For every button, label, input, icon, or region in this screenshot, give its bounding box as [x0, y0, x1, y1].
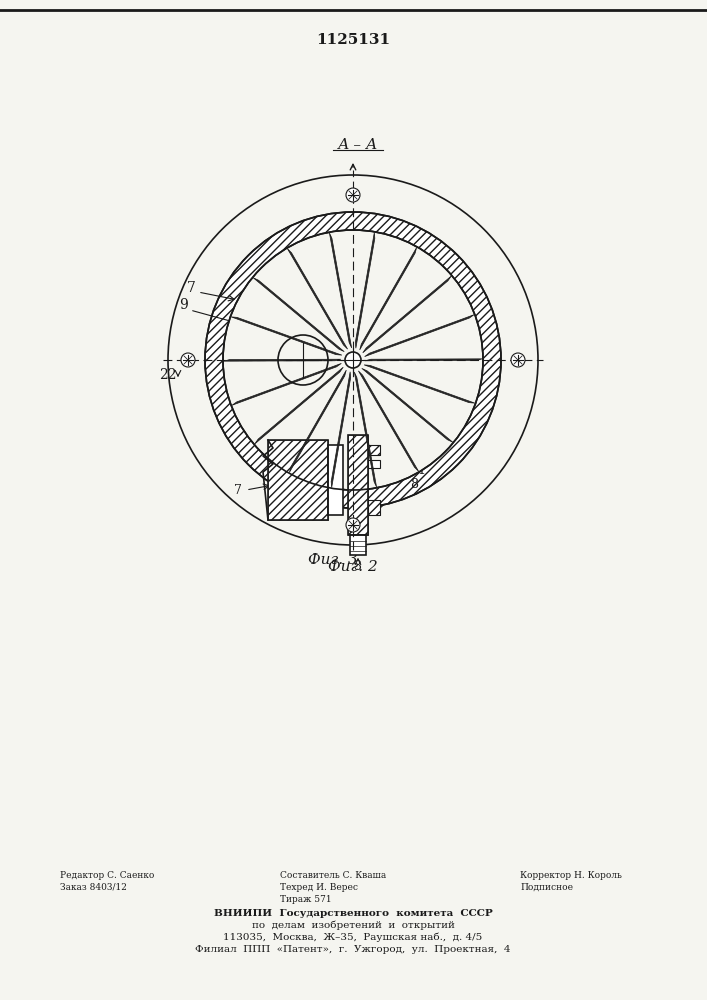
Text: Заказ 8403/12: Заказ 8403/12: [60, 882, 127, 892]
Text: по  делам  изобретений  и  открытий: по делам изобретений и открытий: [252, 920, 455, 930]
Polygon shape: [365, 315, 474, 357]
Text: 7: 7: [234, 484, 242, 496]
Bar: [368, 500, 380, 515]
Polygon shape: [232, 363, 341, 405]
Circle shape: [346, 188, 360, 202]
Circle shape: [511, 353, 525, 367]
Polygon shape: [364, 365, 475, 403]
Text: 3: 3: [354, 560, 362, 574]
Text: Фиг. 3: Фиг. 3: [308, 553, 358, 567]
Polygon shape: [365, 359, 482, 361]
Text: 9: 9: [179, 298, 187, 312]
Polygon shape: [356, 232, 375, 348]
Text: 1125131: 1125131: [316, 33, 390, 47]
Polygon shape: [331, 372, 351, 488]
Polygon shape: [360, 247, 416, 350]
Polygon shape: [354, 372, 377, 487]
Text: Составитель С. Кваша: Составитель С. Кваша: [280, 870, 386, 880]
Text: 22: 22: [159, 368, 177, 382]
Circle shape: [205, 212, 501, 508]
Text: Редактор С. Саенко: Редактор С. Саенко: [60, 870, 154, 880]
Bar: [350, 535, 366, 555]
Circle shape: [223, 230, 483, 490]
Text: Подписное: Подписное: [520, 882, 573, 892]
Circle shape: [181, 353, 195, 367]
Text: 9: 9: [410, 436, 418, 450]
Text: ВНИИПИ  Государственного  комитета  СССР: ВНИИПИ Государственного комитета СССР: [214, 908, 492, 918]
Text: Филиал  ППП  «Патент»,  г.  Ужгород,  ул.  Проектная,  4: Филиал ППП «Патент», г. Ужгород, ул. Про…: [195, 944, 510, 954]
Bar: [348, 435, 368, 535]
Bar: [368, 500, 380, 515]
Polygon shape: [255, 367, 343, 444]
Text: 8: 8: [410, 478, 418, 490]
Circle shape: [345, 352, 361, 368]
Polygon shape: [253, 278, 344, 352]
Bar: [368, 460, 380, 468]
Text: 113035,  Москва,  Ж–35,  Раушская наб.,  д. 4/5: 113035, Москва, Ж–35, Раушская наб., д. …: [223, 932, 483, 942]
Text: 11: 11: [410, 464, 426, 477]
Polygon shape: [358, 371, 419, 471]
Bar: [368, 445, 380, 455]
Bar: [268, 440, 328, 520]
Text: 7: 7: [187, 281, 195, 295]
Text: А – А: А – А: [338, 138, 378, 152]
Bar: [268, 440, 328, 520]
Polygon shape: [329, 233, 351, 348]
Bar: [348, 435, 368, 535]
Polygon shape: [231, 317, 342, 355]
Bar: [368, 445, 380, 455]
Text: Фиг. 2: Фиг. 2: [328, 560, 378, 574]
Polygon shape: [287, 249, 348, 349]
Bar: [328, 445, 343, 515]
Text: Техред И. Верес: Техред И. Верес: [280, 882, 358, 892]
Text: 10: 10: [410, 450, 426, 462]
Text: Тираж 571: Тираж 571: [280, 894, 332, 904]
Text: Корректор Н. Король: Корректор Н. Король: [520, 870, 622, 880]
Circle shape: [346, 518, 360, 532]
Polygon shape: [289, 370, 346, 473]
Polygon shape: [223, 359, 341, 361]
Polygon shape: [363, 276, 451, 353]
Polygon shape: [362, 368, 453, 442]
